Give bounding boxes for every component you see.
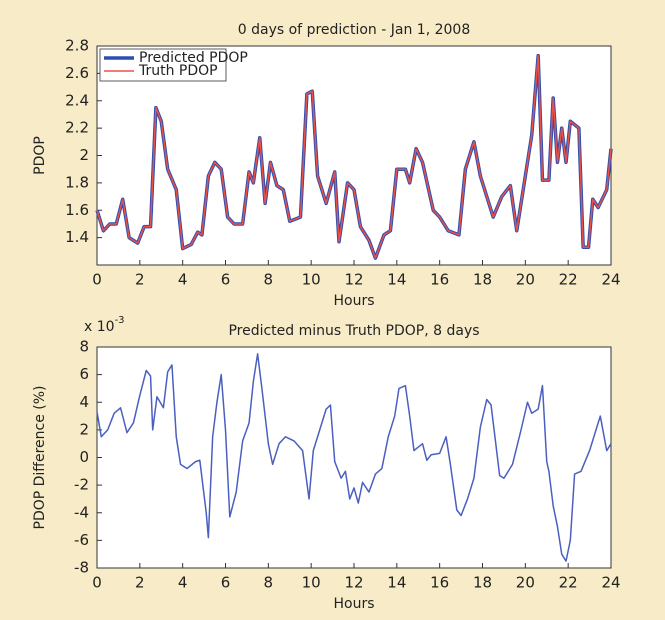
x-tick-label: 24	[601, 574, 620, 592]
y-tick-label: 0	[79, 448, 89, 466]
y-axis-label: PDOP Difference (%)	[32, 386, 48, 530]
y-tick-label: 2	[79, 146, 89, 164]
series-line	[96, 353, 612, 562]
x-tick-label: 4	[178, 574, 188, 592]
y-axis-label: PDOP	[32, 136, 48, 175]
y-scale-base: x 10	[84, 319, 115, 335]
y-tick-label: 2.4	[65, 91, 89, 109]
legend-box	[99, 48, 227, 82]
x-tick-label: 14	[387, 574, 406, 592]
x-tick-label: 4	[178, 271, 188, 289]
x-tick-label: 6	[221, 574, 231, 592]
x-tick-label: 8	[264, 574, 274, 592]
y-tick-label: 6	[79, 365, 89, 383]
y-tick-label: -8	[74, 559, 89, 577]
x-tick-label: 18	[473, 271, 492, 289]
y-tick-label: 1.8	[65, 173, 89, 191]
y-tick-label: 1.4	[65, 228, 89, 246]
x-tick-label: 20	[516, 574, 535, 592]
x-tick-label: 8	[264, 271, 274, 289]
y-tick-label: 2.6	[65, 64, 89, 82]
y-tick-label: 8	[79, 338, 89, 356]
x-tick-label: 6	[221, 271, 231, 289]
x-tick-label: 10	[302, 271, 321, 289]
plot-area	[96, 45, 612, 266]
x-axis-label: Hours	[333, 293, 374, 309]
x-tick-label: 22	[559, 271, 578, 289]
series-line	[96, 54, 612, 259]
chart-title: Predicted minus Truth PDOP, 8 days	[228, 323, 479, 339]
y-tick-label: 2.8	[65, 37, 89, 55]
x-tick-label: 16	[430, 271, 449, 289]
x-tick-label: 0	[92, 574, 102, 592]
x-axis-label: Hours	[333, 596, 374, 612]
x-tick-label: 12	[344, 574, 363, 592]
y-scale-factor: x 10-3	[84, 315, 125, 335]
x-tick-label: 16	[430, 574, 449, 592]
legend-label: Predicted PDOP	[139, 50, 248, 66]
x-tick-label: 22	[559, 574, 578, 592]
x-tick-label: 18	[473, 574, 492, 592]
x-tick-label: 10	[302, 574, 321, 592]
y-tick-label: -4	[74, 503, 89, 521]
x-tick-label: 0	[92, 271, 102, 289]
y-tick-label: 2	[79, 420, 89, 438]
x-tick-label: 2	[135, 271, 145, 289]
y-tick-label: 1.6	[65, 201, 89, 219]
chart-title: 0 days of prediction - Jan 1, 2008	[238, 22, 470, 38]
y-tick-label: -2	[74, 476, 89, 494]
x-tick-label: 14	[387, 271, 406, 289]
y-tick-label: 2.2	[65, 119, 89, 137]
plot-area	[96, 346, 612, 569]
x-tick-label: 12	[344, 271, 363, 289]
x-tick-label: 2	[135, 574, 145, 592]
legend-label: Truth PDOP	[138, 63, 218, 79]
y-scale-exponent: -3	[115, 315, 125, 326]
y-tick-label: -6	[74, 531, 89, 549]
x-tick-label: 20	[516, 271, 535, 289]
x-tick-label: 24	[601, 271, 620, 289]
y-tick-label: 4	[79, 393, 89, 411]
